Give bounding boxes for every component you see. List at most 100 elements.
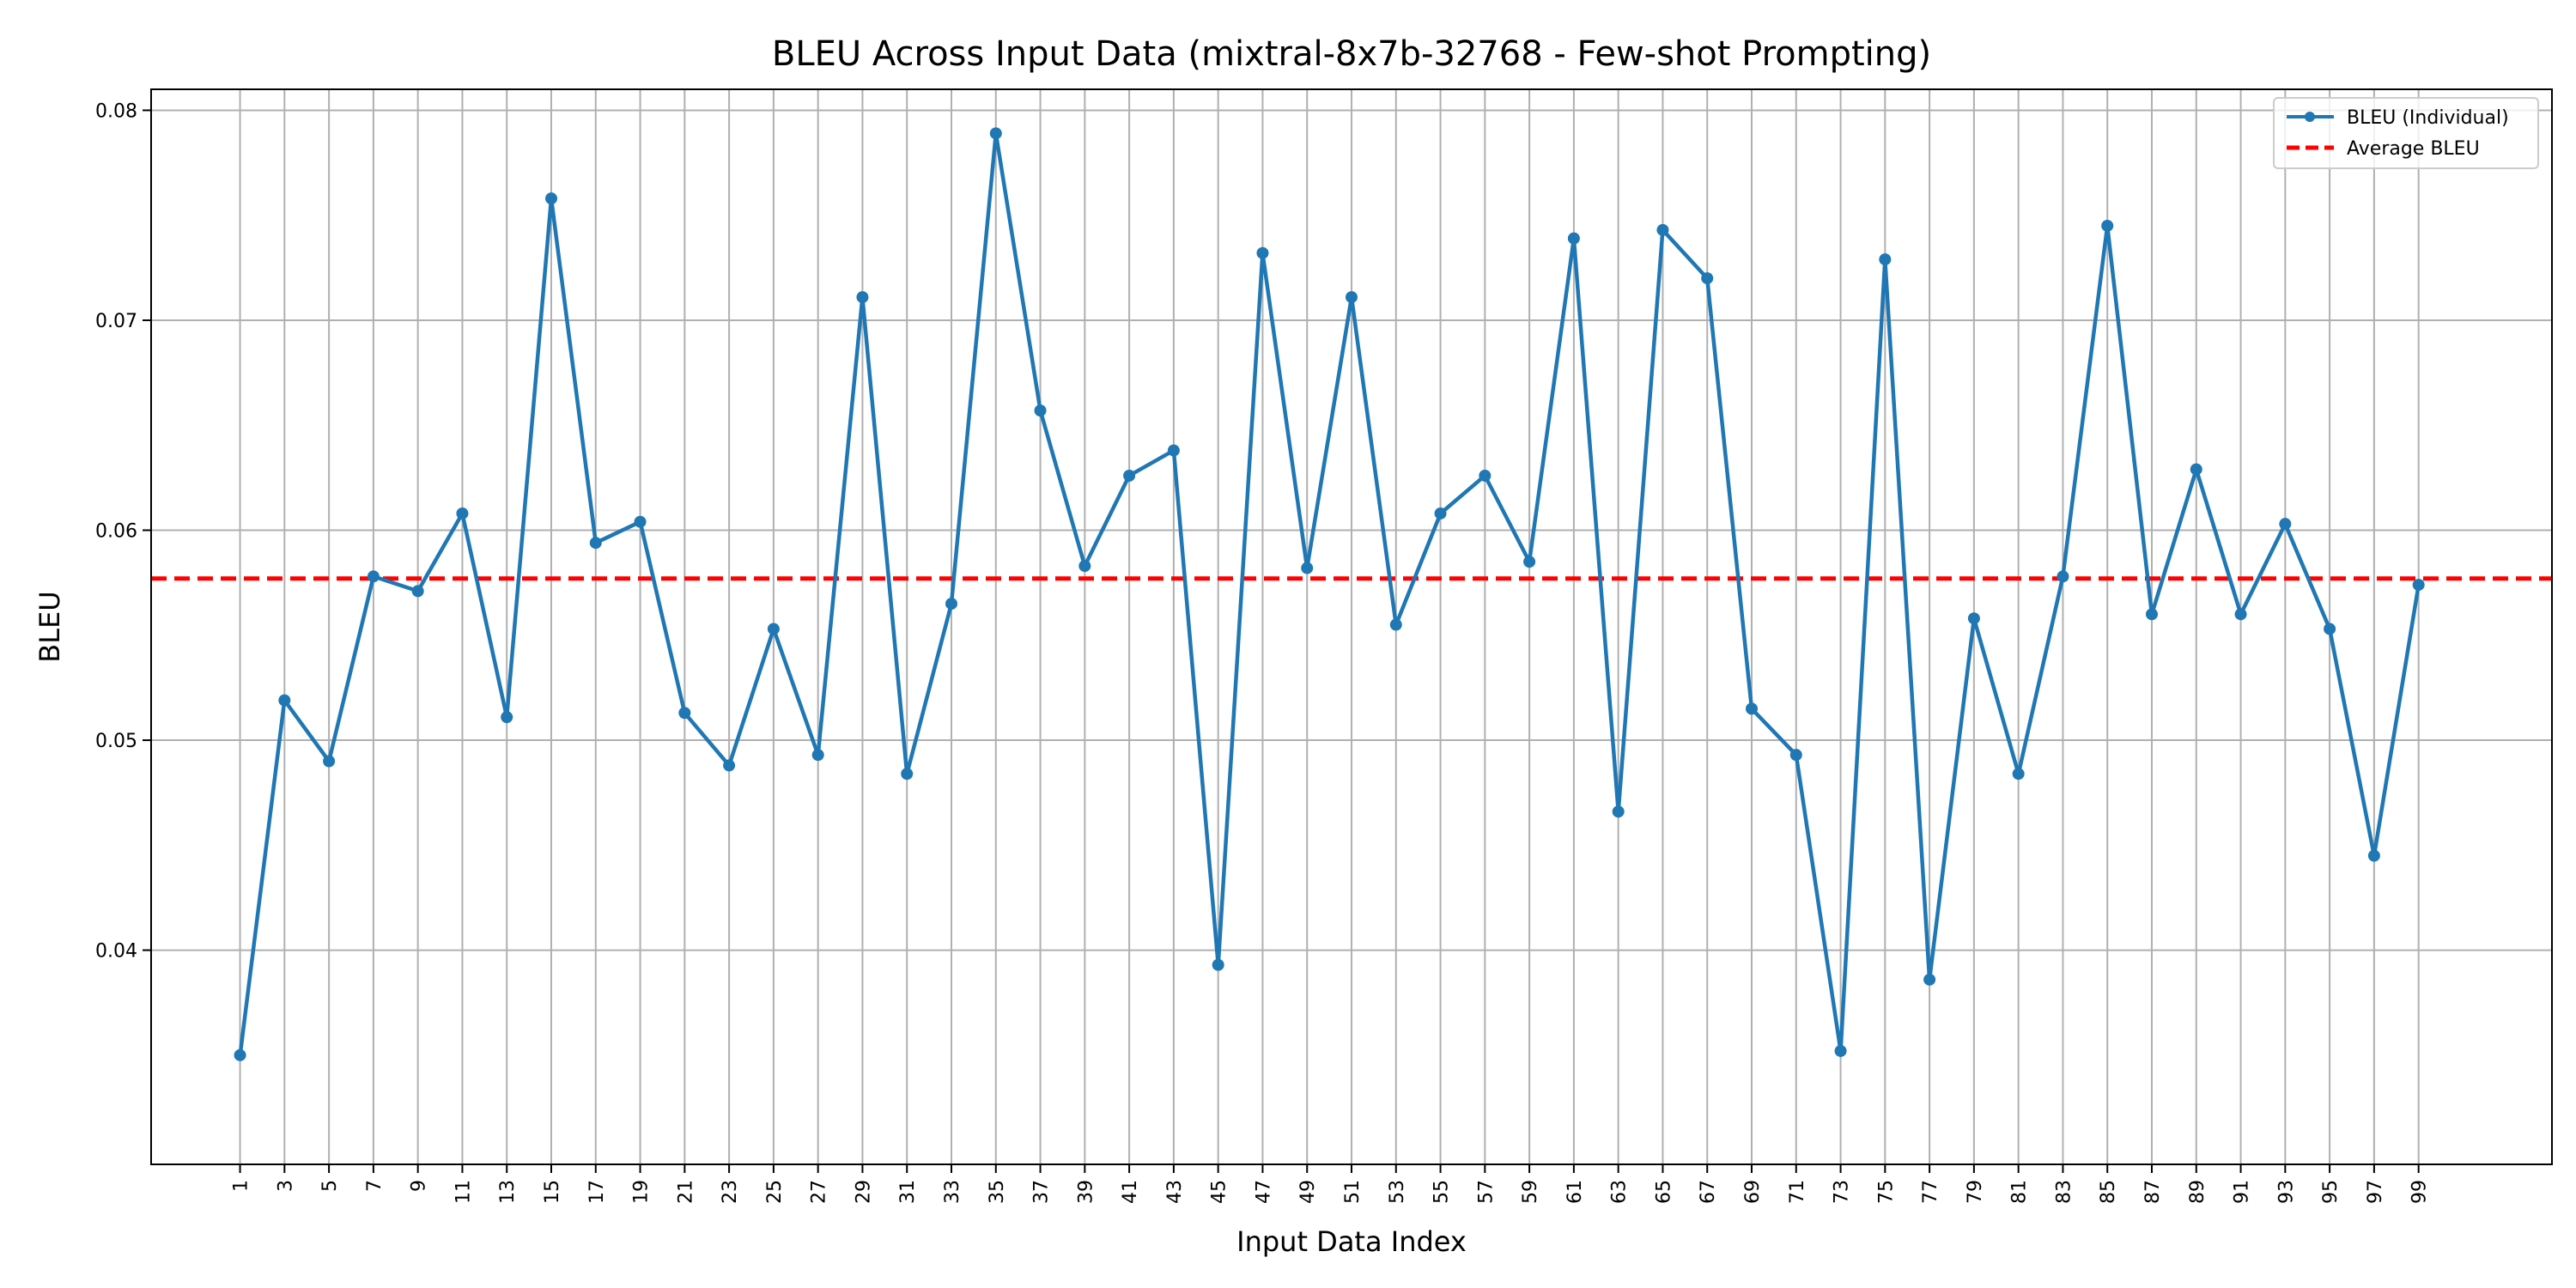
bleu-data-point [1834, 1044, 1847, 1057]
bleu-data-point [2057, 570, 2069, 583]
x-tick-label: 15 [542, 1180, 563, 1204]
bleu-data-point [1746, 702, 1758, 715]
bleu-data-point [1301, 562, 1314, 574]
x-tick-label: 81 [2009, 1180, 2031, 1204]
bleu-data-point [678, 707, 691, 720]
x-tick-label: 25 [764, 1180, 786, 1204]
bleu-data-point [589, 537, 602, 550]
bleu-data-point [811, 749, 824, 762]
x-tick-label: 1 [231, 1180, 252, 1192]
bleu-data-point [2279, 518, 2292, 531]
bleu-data-point [1789, 749, 1802, 762]
bleu-data-point [1256, 246, 1269, 259]
bleu-data-point [1123, 469, 1136, 482]
bleu-data-point [1701, 272, 1714, 285]
x-tick-label: 39 [1075, 1180, 1097, 1204]
bleu-data-point [1967, 612, 1980, 625]
bleu-data-point [1656, 223, 1669, 236]
x-tick-label: 59 [1520, 1180, 1541, 1204]
bleu-data-point [634, 515, 647, 528]
x-tick-label: 41 [1120, 1180, 1141, 1204]
x-tick-label: 7 [364, 1180, 386, 1192]
x-tick-label: 79 [1965, 1180, 1986, 1204]
x-tick-label: 85 [2098, 1180, 2119, 1204]
bleu-data-point [1389, 618, 1402, 631]
x-tick-label: 31 [897, 1180, 919, 1204]
x-axis-ticks: 1 3 5 7 9 11 13 15 17 19 21 23 25 27 29 31 33 35 37 39 41 43 4… [231, 1164, 2431, 1204]
x-tick-label: 93 [2275, 1180, 2297, 1204]
chart-title: BLEU Across Input Data (mixtral-8x7b-327… [772, 34, 1931, 74]
bleu-data-point [1523, 556, 1536, 568]
x-tick-label: 43 [1164, 1180, 1186, 1204]
x-tick-label: 17 [586, 1180, 608, 1204]
x-tick-label: 61 [1564, 1180, 1586, 1204]
x-tick-label: 45 [1209, 1180, 1230, 1204]
bleu-data-point [2012, 768, 2025, 781]
bleu-data-point [2190, 463, 2202, 476]
x-tick-label: 57 [1475, 1180, 1497, 1204]
x-tick-label: 91 [2232, 1180, 2253, 1204]
legend-marker-dot-individual [2305, 112, 2315, 122]
x-tick-label: 13 [497, 1180, 519, 1204]
x-axis-label: Input Data Index [1236, 1225, 1467, 1258]
x-tick-label: 67 [1698, 1180, 1719, 1204]
x-tick-label: 83 [2053, 1180, 2075, 1204]
y-tick-label: 0.07 [95, 311, 137, 332]
x-tick-label: 53 [1387, 1180, 1408, 1204]
bleu-data-point [2146, 608, 2158, 621]
x-tick-label: 23 [720, 1180, 741, 1204]
x-tick-label: 71 [1787, 1180, 1808, 1204]
bleu-data-point [234, 1048, 246, 1061]
bleu-data-point [2101, 219, 2114, 232]
x-tick-label: 35 [987, 1180, 1008, 1204]
x-tick-label: 3 [275, 1180, 296, 1192]
bleu-data-point [1034, 404, 1047, 417]
bleu-data-point [2234, 608, 2247, 621]
y-tick-label: 0.04 [95, 941, 137, 963]
bleu-data-point [2324, 623, 2336, 635]
x-tick-label: 19 [631, 1180, 653, 1204]
x-tick-label: 21 [675, 1180, 696, 1204]
x-tick-label: 47 [1253, 1180, 1274, 1204]
bleu-data-point [723, 759, 736, 772]
x-tick-label: 97 [2365, 1180, 2386, 1204]
x-tick-label: 89 [2187, 1180, 2208, 1204]
bleu-data-point [2412, 579, 2425, 592]
x-tick-label: 73 [1832, 1180, 1853, 1204]
bleu-data-point [1923, 973, 1936, 986]
x-tick-label: 87 [2142, 1180, 2164, 1204]
y-axis-ticks: 0.04 0.05 0.06 0.07 0.08 [95, 100, 151, 963]
bleu-data-point [1567, 232, 1580, 245]
bleu-series-layer [234, 127, 2425, 1061]
legend-box [2273, 97, 2539, 169]
bleu-data-point [1167, 444, 1180, 457]
bleu-data-point [1434, 507, 1447, 519]
bleu-data-point [1612, 805, 1625, 818]
bleu-data-point [545, 192, 557, 205]
bleu-data-point [1078, 560, 1091, 573]
bleu-data-point [323, 755, 336, 768]
bleu-data-point [1346, 291, 1358, 304]
bleu-data-point [2367, 849, 2380, 862]
x-tick-label: 37 [1031, 1180, 1053, 1204]
x-tick-label: 29 [853, 1180, 874, 1204]
bleu-data-point [456, 507, 469, 519]
x-tick-label: 11 [453, 1180, 474, 1204]
x-tick-label: 77 [1920, 1180, 1941, 1204]
y-tick-label: 0.08 [95, 100, 137, 122]
x-tick-label: 49 [1297, 1180, 1319, 1204]
y-axis-label: BLEU [33, 591, 66, 662]
bleu-data-point [901, 768, 914, 781]
bleu-data-point [1479, 469, 1492, 482]
bleu-data-point [1879, 253, 1892, 266]
x-tick-label: 99 [2409, 1180, 2431, 1204]
bleu-data-point [367, 570, 380, 583]
x-tick-label: 5 [319, 1180, 341, 1192]
x-tick-label: 51 [1342, 1180, 1364, 1204]
x-tick-label: 75 [1875, 1180, 1897, 1204]
legend: BLEU (Individual) Average BLEU [2273, 97, 2539, 169]
bleu-data-point [767, 623, 780, 635]
grid-lines [151, 89, 2552, 1164]
bleu-data-point [989, 127, 1002, 140]
